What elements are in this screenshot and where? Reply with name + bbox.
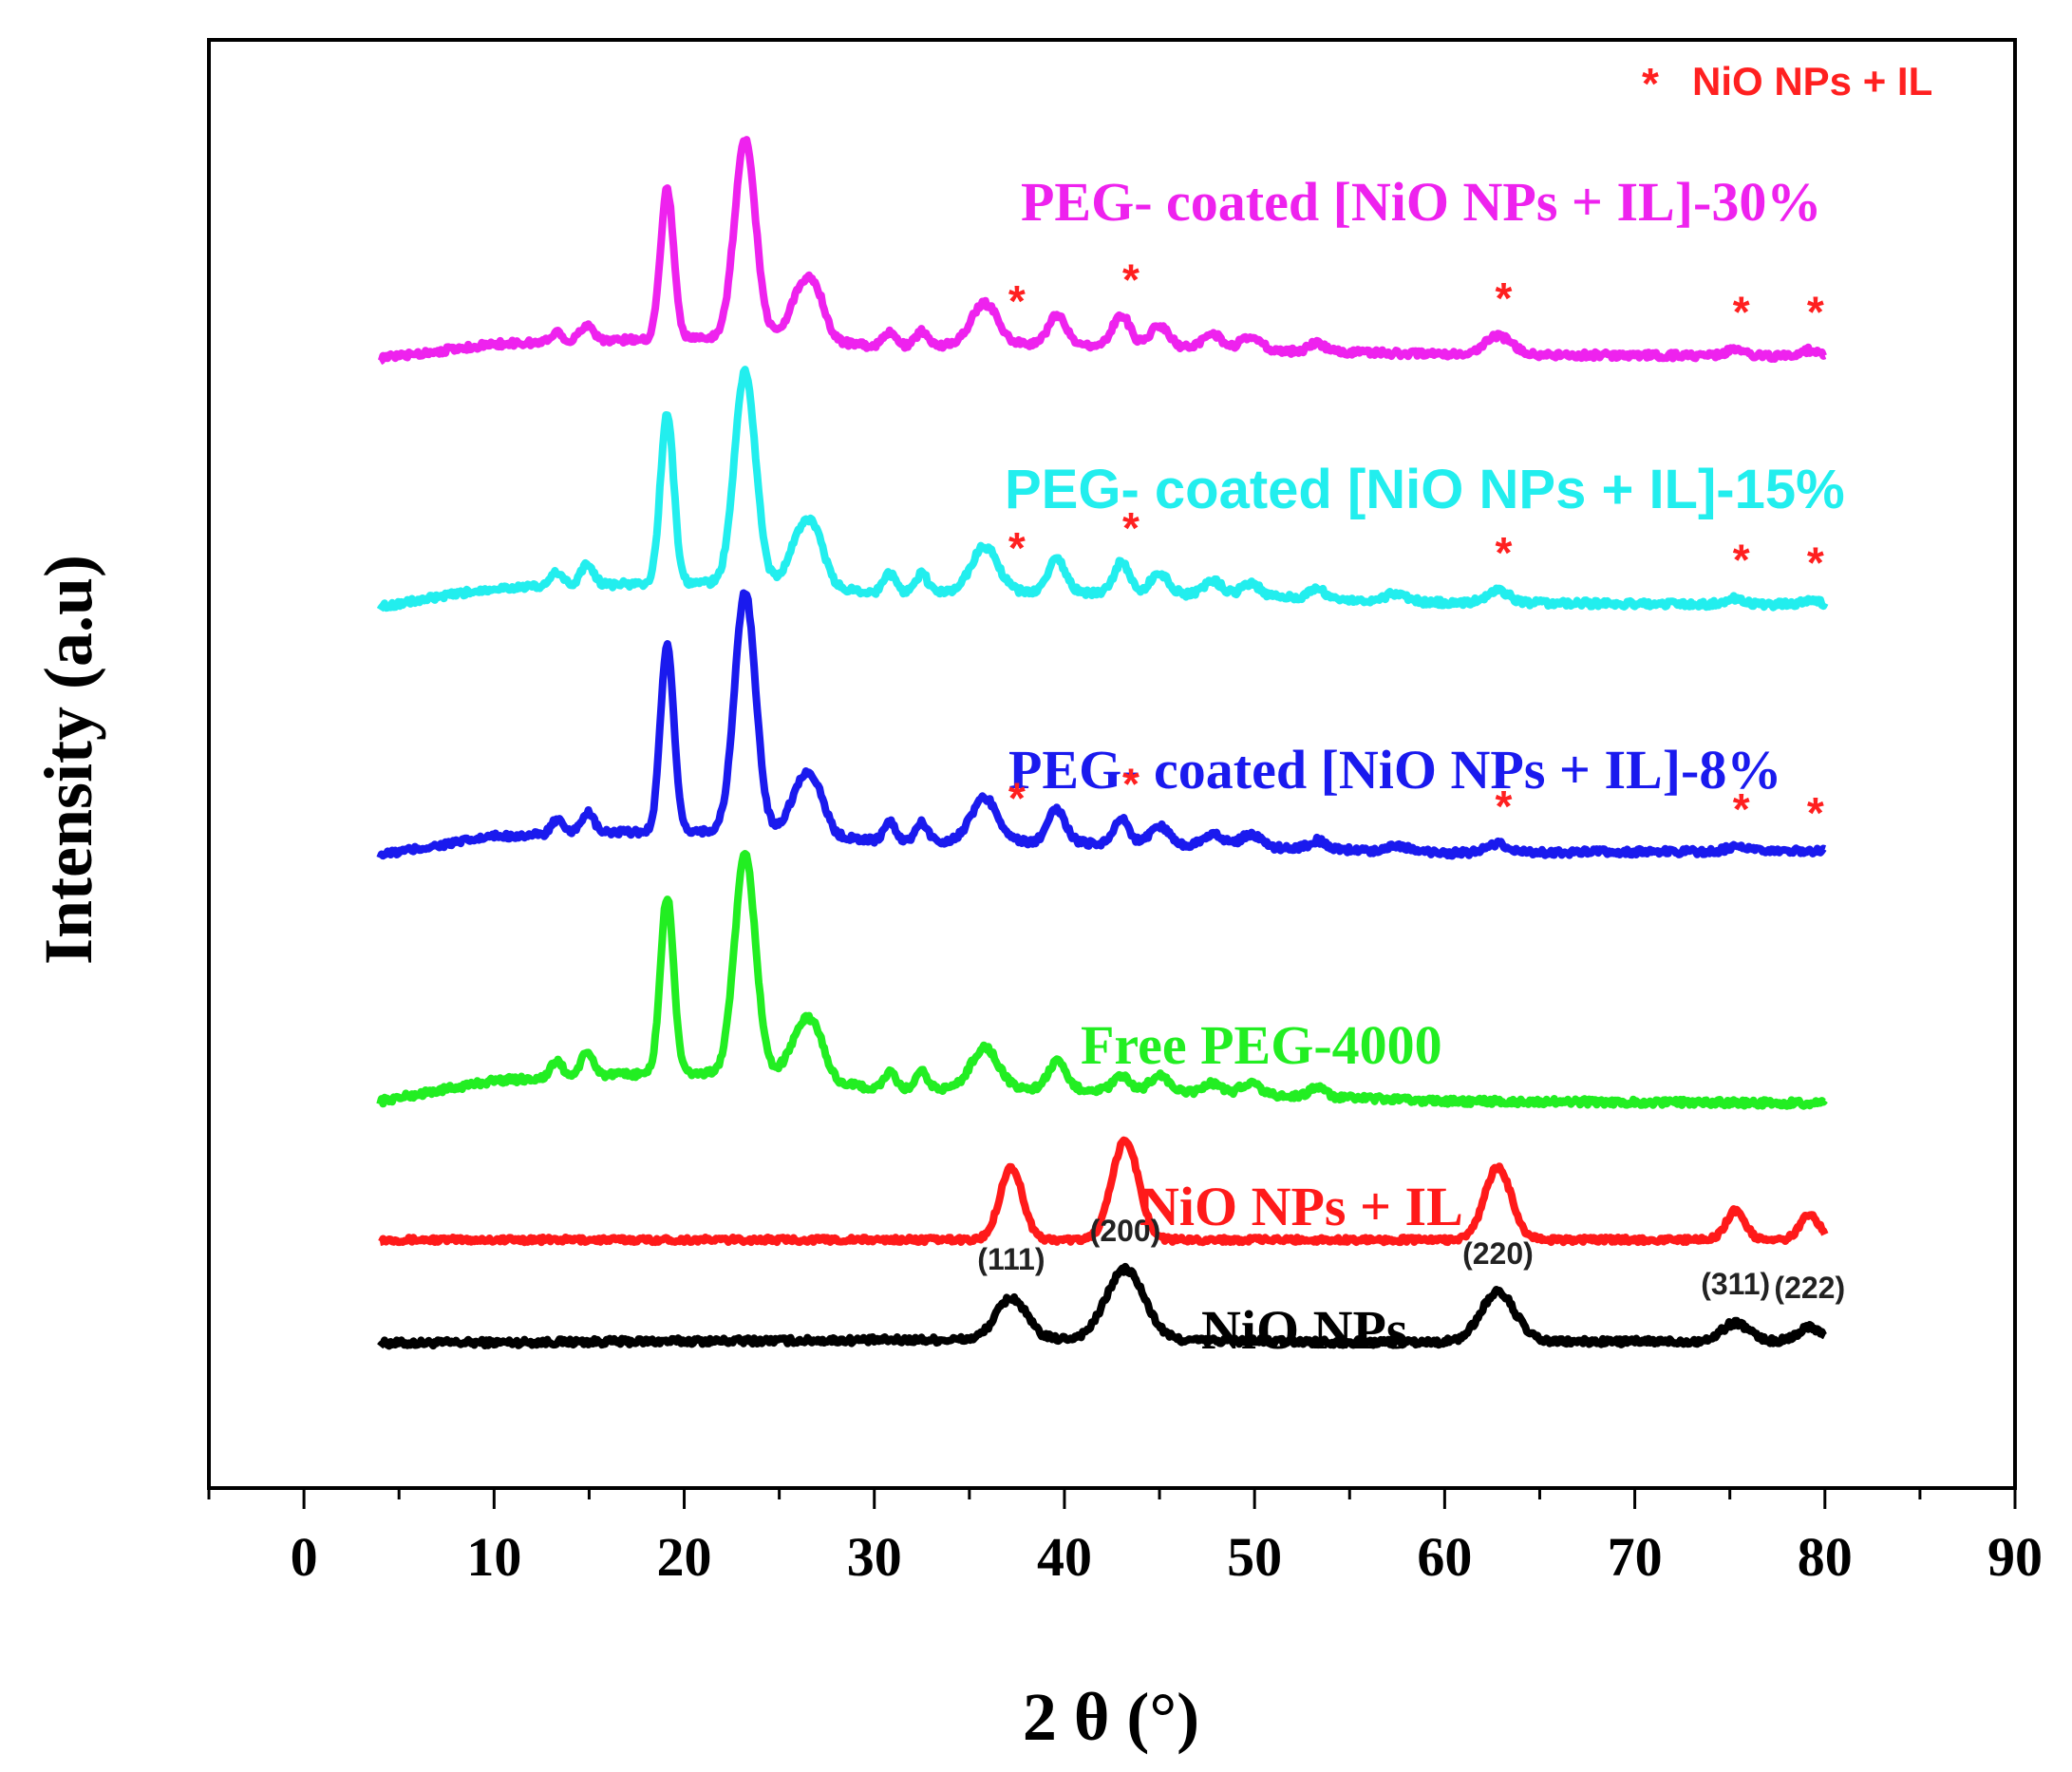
star-marker: * <box>1008 773 1026 822</box>
series-line-peg <box>376 850 1828 1110</box>
x-tick-label: 0 <box>291 1526 318 1588</box>
series-label-peg8: PEG- coated [NiO NPs + IL]-8% <box>1008 739 1781 801</box>
star-marker: * <box>1008 523 1026 573</box>
series-line-peg15 <box>376 366 1829 613</box>
x-tick-label: 60 <box>1417 1526 1472 1588</box>
hkl-label: (311) <box>1701 1267 1770 1301</box>
hkl-label: (200) <box>1090 1214 1161 1248</box>
x-axis-label: 2 θ (°) <box>1023 1679 1199 1755</box>
star-marker: * <box>1733 784 1750 834</box>
x-tick-label: 90 <box>1987 1526 2043 1588</box>
x-tick-label: 10 <box>466 1526 521 1588</box>
legend: * NiO NPs + IL <box>1642 59 1932 108</box>
series-label-nio_il: NiO NPs + IL <box>1140 1176 1463 1237</box>
x-ticks: 0 10 20 30 40 50 60 70 80 90 <box>207 1488 2043 1588</box>
legend-label: NiO NPs + IL <box>1692 59 1932 104</box>
star-marker: * <box>1807 788 1824 838</box>
series-line-peg8 <box>376 589 1828 860</box>
hkl-label: (220) <box>1462 1236 1534 1271</box>
series-label-nio: NiO NPs <box>1201 1299 1408 1361</box>
star-marker: * <box>1122 255 1140 305</box>
x-tick-label: 30 <box>847 1526 902 1588</box>
hkl-label: (111) <box>977 1242 1045 1276</box>
star-marker: * <box>1733 536 1750 585</box>
star-marker: * <box>1495 782 1512 831</box>
y-axis-label: Intensity (a.u) <box>30 555 106 965</box>
star-marker: * <box>1122 760 1140 809</box>
x-tick-label: 20 <box>657 1526 712 1588</box>
star-marker: * <box>1495 273 1512 323</box>
x-tick-label: 80 <box>1798 1526 1853 1588</box>
series-label-peg15: PEG- coated [NiO NPs + IL]-15% <box>1005 459 1845 520</box>
star-marker: * <box>1495 528 1512 577</box>
x-tick-label: 40 <box>1037 1526 1092 1588</box>
x-tick-label: 50 <box>1227 1526 1282 1588</box>
hkl-label: (222) <box>1774 1271 1845 1305</box>
star-marker: * <box>1807 288 1824 337</box>
star-marker: * <box>1122 503 1140 553</box>
annotations: NiO NPs (111) (200) (220) (311) (222) NiO NPs … <box>977 171 1845 1361</box>
star-marker: * <box>1807 537 1824 587</box>
legend-star-icon: * <box>1642 59 1659 108</box>
star-marker: * <box>1733 287 1750 336</box>
series-line-nio_il <box>377 1136 1829 1247</box>
x-tick-label: 70 <box>1608 1526 1663 1588</box>
series-label-peg30: PEG- coated [NiO NPs + IL]-30% <box>1021 171 1821 233</box>
traces <box>376 136 1829 1350</box>
plot-frame <box>207 38 2017 1490</box>
series-line-peg30 <box>377 136 1828 366</box>
star-marker: * <box>1008 276 1026 326</box>
series-line-nio <box>377 1262 1828 1350</box>
series-label-peg: Free PEG-4000 <box>1081 1014 1442 1076</box>
